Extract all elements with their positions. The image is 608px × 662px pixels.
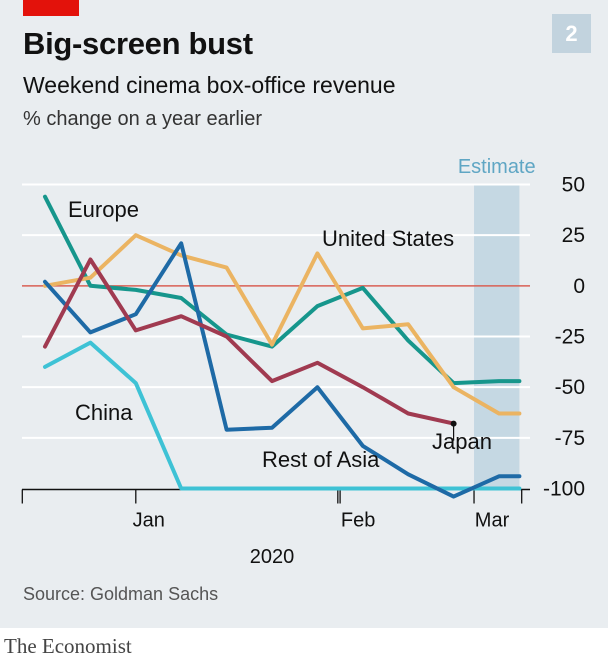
x-tick-label: Mar: [475, 510, 510, 532]
chart-number-badge: 2: [552, 14, 591, 53]
y-tick-label: -50: [555, 376, 585, 399]
brand-accent-tag: [23, 0, 79, 16]
publisher-logo: The Economist: [4, 634, 132, 658]
y-tick-label: -25: [555, 326, 585, 349]
series-label-rest-of-asia: Rest of Asia: [262, 447, 380, 472]
line-chart: Estimate 50 25 0 -25 -50 -75 -100 Jan Feb Mar Eu…: [21, 156, 585, 568]
y-tick-label: 0: [573, 275, 585, 298]
chart-unit-label: % change on a year earlier: [23, 108, 263, 130]
source-note: Source: Goldman Sachs: [23, 584, 219, 604]
x-axis-year-label: 2020: [250, 546, 295, 568]
series-line-united-states: [43, 233, 522, 416]
japan-end-marker: [450, 420, 457, 427]
y-tick-label: -100: [543, 478, 585, 501]
x-tick-label: Feb: [341, 510, 375, 532]
y-tick-label: -75: [555, 427, 585, 450]
chart-title: Big-screen bust: [23, 26, 253, 61]
series-label-japan: Japan: [432, 429, 492, 454]
series-label-china: China: [75, 400, 133, 425]
estimate-label: Estimate: [458, 156, 536, 178]
series-line-europe: [43, 194, 522, 386]
y-tick-label: 25: [562, 224, 585, 247]
series-line-japan: [43, 257, 456, 426]
series-label-europe: Europe: [68, 197, 139, 222]
chart-subtitle: Weekend cinema box-office revenue: [23, 72, 396, 98]
y-tick-label: 50: [562, 174, 585, 197]
series-label-united-states: United States: [322, 226, 454, 251]
series-line-china: [43, 340, 522, 491]
x-tick-label: Jan: [133, 510, 165, 532]
